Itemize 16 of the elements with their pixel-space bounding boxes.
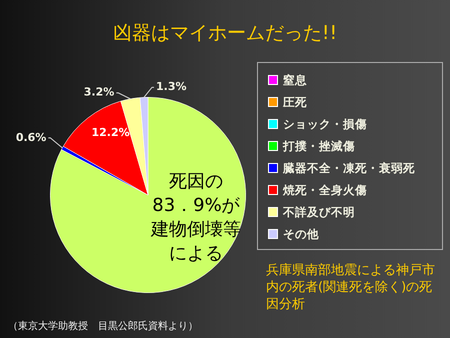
legend-label: 窒息 <box>283 72 307 88</box>
text: 兵庫県南部地震による神戸市内の死者(関連死を除く)の死因分析 <box>266 262 436 313</box>
text: 死因の83．9%が建物倒壊等による <box>150 170 242 266</box>
legend-label: その他 <box>283 226 319 242</box>
legend-label: 臓器不全・凍死・衰弱死 <box>283 160 415 176</box>
data-label: 12.2% <box>91 126 130 140</box>
legend-label: 打撲・挫滅傷 <box>283 138 355 154</box>
data-label: 3.2% <box>84 86 114 99</box>
data-label: 1.3% <box>156 80 187 94</box>
legend-label: 焼死・全身火傷 <box>283 182 367 198</box>
data-label: 0.6% <box>16 130 46 144</box>
text: （東京大学助教授 目黒公郎氏資料より） <box>8 320 198 333</box>
chart-title: 凶器はマイホームだった!! <box>112 21 338 46</box>
legend-label: 圧死 <box>283 94 307 110</box>
legend-label: ショック・損傷 <box>283 116 367 132</box>
legend-label: 不詳及び不明 <box>283 204 355 220</box>
